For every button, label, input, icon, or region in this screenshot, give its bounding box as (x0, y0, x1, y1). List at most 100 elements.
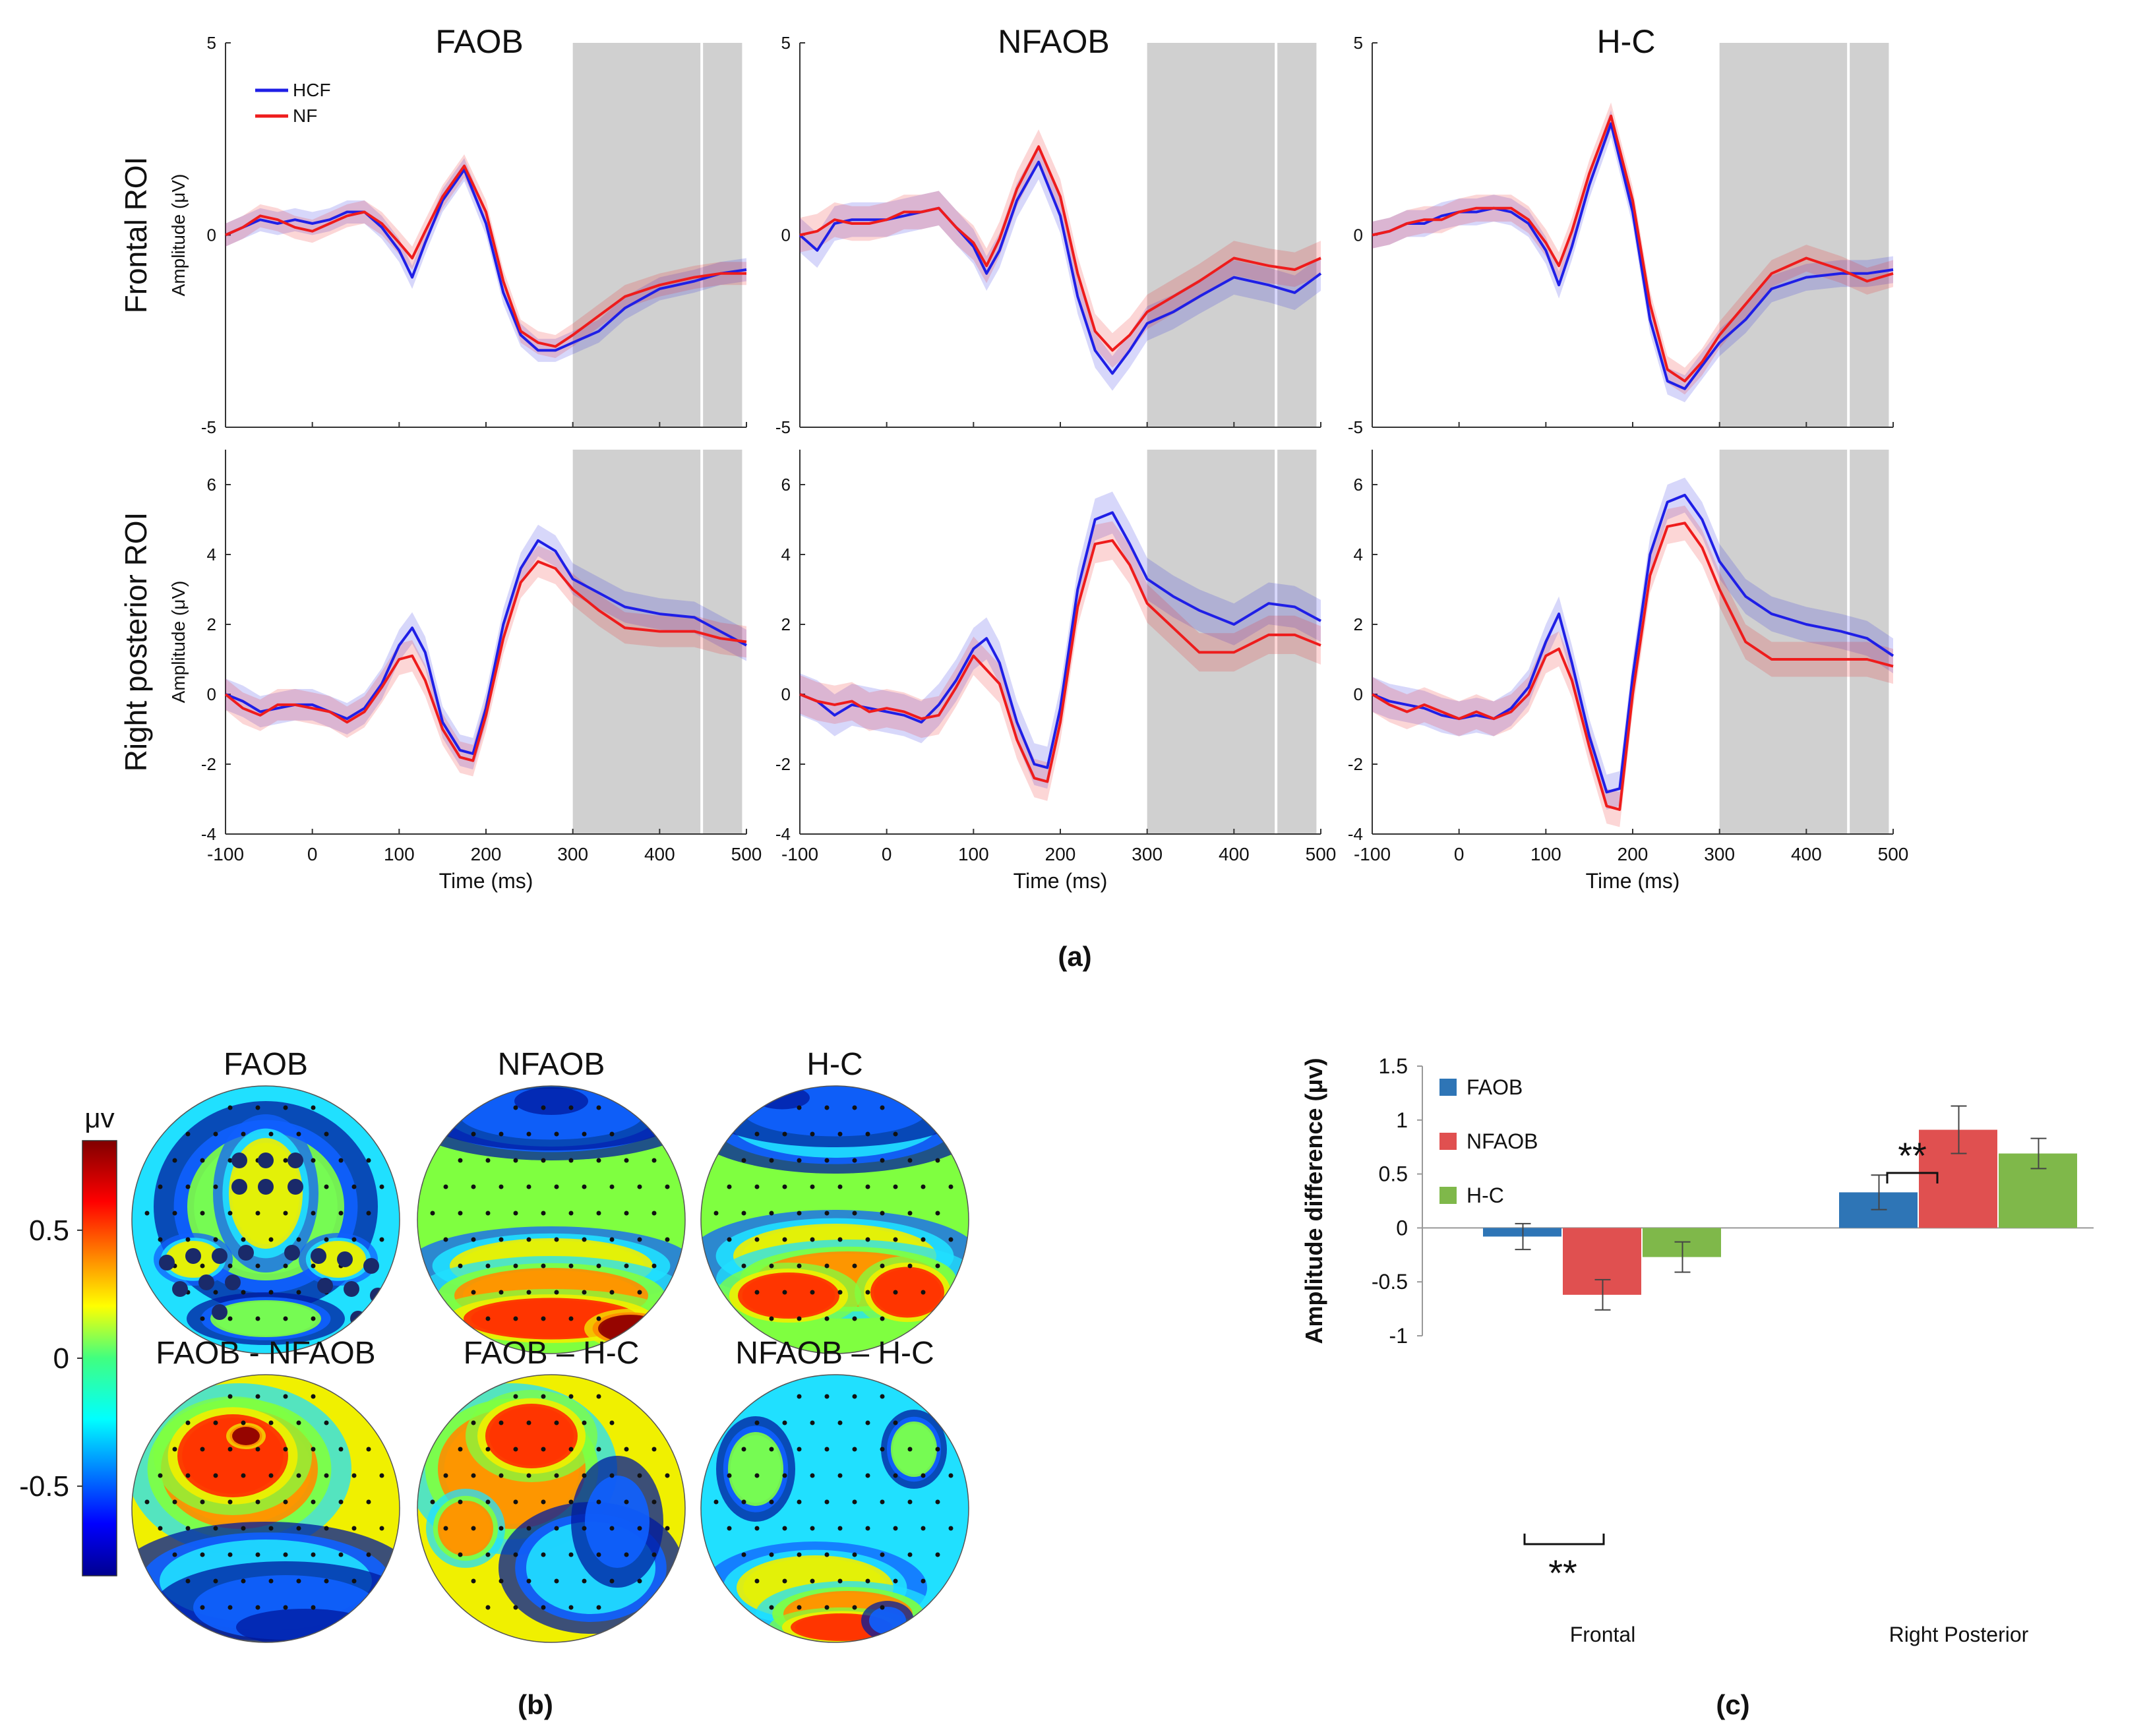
electrode-dot (754, 1420, 760, 1425)
sem-band-nf (800, 521, 1321, 801)
electrode-dot (865, 1184, 870, 1189)
electrode-dot (471, 1184, 476, 1189)
electrode-dot (443, 1237, 448, 1242)
electrode-dot (158, 1526, 163, 1531)
x-axis-title: Time (ms) (439, 869, 533, 893)
electrode-dot (713, 1499, 719, 1505)
electrode-dot (948, 1184, 953, 1189)
electrode-dot (526, 1237, 531, 1242)
x-tick-label: -100 (207, 844, 244, 864)
electrode-dot (499, 1131, 504, 1137)
topomap-surface (132, 1375, 400, 1642)
electrode-dot (824, 1499, 830, 1505)
topomap-title-4: FAOB – H-C (464, 1336, 640, 1371)
electrode-dot (609, 1420, 615, 1425)
electrode-dot (865, 1526, 870, 1531)
electrode-dot (880, 1316, 885, 1321)
electrode-dot (366, 1158, 371, 1163)
significant-electrode (231, 1152, 247, 1168)
electrode-dot (241, 1237, 246, 1242)
electrode-dot (596, 1605, 601, 1610)
electrode-dot (513, 1447, 518, 1452)
electrode-dot (366, 1499, 371, 1505)
erp-panel-0-2: -5 0 5 H-C (1348, 23, 1894, 437)
colorbar-tick-label: 0 (53, 1342, 69, 1375)
electrode-dot (458, 1447, 463, 1452)
electrode-dot (852, 1211, 857, 1216)
electrode-dot (200, 1316, 205, 1321)
electrode-dot (311, 1605, 316, 1610)
electrode-dot (568, 1499, 574, 1505)
electrode-dot (893, 1131, 898, 1137)
significant-electrode (288, 1179, 303, 1195)
electrode-dot (624, 1158, 629, 1163)
electrode-dot (596, 1211, 601, 1216)
electrode-dot (837, 1578, 843, 1584)
electrode-dot (554, 1578, 559, 1584)
electrode-dot (797, 1605, 802, 1610)
electrode-dot (471, 1526, 476, 1531)
legend-label-nf: NF (293, 105, 317, 126)
y-tick-label: 0 (1354, 684, 1363, 704)
topo-blob (232, 1427, 260, 1445)
y-tick-label: 0 (207, 225, 216, 245)
electrode-dot (227, 1105, 233, 1110)
y-tick-label: 5 (1354, 33, 1363, 53)
colorbar-tick-label: -0.5 (19, 1470, 69, 1503)
y-tick-label: 4 (781, 545, 791, 564)
electrode-dot (283, 1211, 288, 1216)
y-tick-label: 2 (781, 614, 791, 634)
electrode-dot (741, 1552, 746, 1557)
topo-blob (728, 1432, 783, 1506)
electrode-dot (200, 1158, 205, 1163)
electrode-dot (213, 1473, 218, 1478)
electrode-dot (283, 1263, 288, 1269)
electrode-dot (865, 1237, 870, 1242)
electrode-dot (185, 1184, 191, 1189)
legend-swatch-nfaob (1439, 1133, 1457, 1150)
electrode-dot (311, 1105, 316, 1110)
x-tick-label: 500 (1878, 844, 1909, 864)
significant-electrode (288, 1152, 303, 1168)
electrode-dot (499, 1237, 504, 1242)
legend-label-h-c: H-C (1467, 1183, 1504, 1207)
sem-band-nf (226, 154, 746, 359)
series-line-hcf (225, 539, 747, 756)
electrode-dot (526, 1526, 531, 1531)
electrode-dot (526, 1420, 531, 1425)
electrode-dot (810, 1578, 815, 1584)
significance-posterior: ** (1886, 1135, 1939, 1183)
y-tick-label: 2 (207, 614, 216, 634)
electrode-dot (241, 1290, 246, 1295)
electrode-dot (227, 1394, 233, 1399)
electrode-dot (568, 1263, 574, 1269)
electrode-dot (338, 1552, 344, 1557)
topo-blob (210, 1300, 321, 1337)
electrode-dot (782, 1131, 787, 1137)
electrode-dot (741, 1158, 746, 1163)
x-tick-label: 300 (1132, 844, 1163, 864)
electrode-dot (907, 1552, 913, 1557)
y-tick-label: 0.5 (1379, 1162, 1408, 1186)
electrode-dot (200, 1211, 205, 1216)
electrode-dot (172, 1447, 177, 1452)
significant-electrode (231, 1179, 247, 1195)
electrode-dot (213, 1526, 218, 1531)
electrode-dot (283, 1605, 288, 1610)
y-tick-label: -1 (1389, 1324, 1408, 1348)
electrode-dot (893, 1290, 898, 1295)
electrode-dot (948, 1473, 953, 1478)
x-tick-label: 0 (1454, 844, 1465, 864)
significant-electrode (159, 1255, 175, 1271)
electrode-dot (865, 1420, 870, 1425)
electrode-dot (568, 1158, 574, 1163)
significant-electrode (344, 1281, 359, 1297)
electrode-dot (268, 1420, 274, 1425)
electrode-dot (513, 1316, 518, 1321)
electrode-dot (769, 1316, 774, 1321)
electrode-dot (227, 1605, 233, 1610)
electrode-dot (727, 1473, 732, 1478)
electrode-dot (824, 1316, 830, 1321)
topomap-surface (417, 1086, 685, 1354)
electrode-dot (255, 1211, 260, 1216)
